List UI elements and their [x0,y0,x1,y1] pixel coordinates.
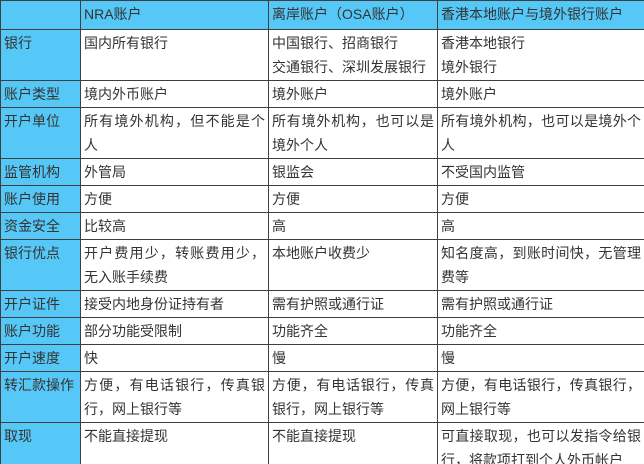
cell-id-documents-hk: 需有护照或通行证 [437,290,644,318]
cell-transfer-operations-nra: 方便，有电话银行，传真银行，网上银行等 [80,371,269,423]
cell-regulator-hk: 不受国内监管 [437,158,644,186]
cell-opening-entity-nra: 所有境外机构，但不能是个人 [80,107,269,159]
table-row-opening-speed: 开户速度 快 慢 慢 [0,344,644,372]
row-label-account-usage: 账户使用 [0,185,81,213]
cell-bank-advantages-hk: 知名度高，到账时间快，无管理费等 [437,239,644,291]
table-row-transfer-operations: 转汇款操作 方便，有电话银行，传真银行，网上银行等 方便，有电话银行，传真银行，… [0,371,644,423]
cell-transfer-operations-hk: 方便，有电话银行，传真银行，网上银行等 [437,371,644,423]
cell-account-usage-nra: 方便 [80,185,269,213]
cell-fund-safety-nra: 比较高 [80,212,269,240]
cell-account-functions-nra: 部分功能受限制 [80,317,269,345]
table-row-cash-withdrawal: 取现 不能直接提现 不能直接提现 可直接取现，也可以发指令给银行，将款项打到个人… [0,422,644,464]
cell-account-type-hk: 境外账户 [437,80,644,108]
row-label-account-functions: 账户功能 [0,317,81,345]
table-row-regulator: 监管机构 外管局 银监会 不受国内监管 [0,158,644,186]
table-row-fund-safety: 资金安全 比较高 高 高 [0,212,644,240]
row-label-opening-speed: 开户速度 [0,344,81,372]
row-label-bank: 银行 [0,29,81,81]
cell-account-type-nra: 境内外币账户 [80,80,269,108]
cell-account-functions-hk: 功能齐全 [437,317,644,345]
cell-opening-speed-nra: 快 [80,344,269,372]
cell-opening-speed-osa: 慢 [268,344,438,372]
column-header-nra: NRA账户 [80,0,269,30]
row-label-opening-entity: 开户单位 [0,107,81,159]
cell-opening-speed-hk: 慢 [437,344,644,372]
cell-regulator-nra: 外管局 [80,158,269,186]
corner-cell [0,0,81,30]
cell-regulator-osa: 银监会 [268,158,438,186]
cell-bank-osa: 中国银行、招商银行 交通银行、深圳发展银行 [268,29,438,81]
cell-account-usage-osa: 方便 [268,185,438,213]
cell-opening-entity-hk: 所有境外机构，也可以是境外个人 [437,107,644,159]
cell-cash-withdrawal-nra: 不能直接提现 [80,422,269,464]
cell-cash-withdrawal-hk: 可直接取现，也可以发指令给银行，将款项打到个人外币帐户 [437,422,644,464]
cell-bank-hk: 香港本地银行 境外银行 [437,29,644,81]
cell-id-documents-osa: 需有护照或通行证 [268,290,438,318]
cell-cash-withdrawal-osa: 不能直接提现 [268,422,438,464]
cell-fund-safety-hk: 高 [437,212,644,240]
row-label-bank-advantages: 银行优点 [0,239,81,291]
row-label-account-type: 账户类型 [0,80,81,108]
row-label-cash-withdrawal: 取现 [0,422,81,464]
table-row-account-usage: 账户使用 方便 方便 方便 [0,185,644,213]
column-header-osa: 离岸账户（OSA账户） [268,0,438,30]
cell-bank-nra: 国内所有银行 [80,29,269,81]
cell-fund-safety-osa: 高 [268,212,438,240]
cell-account-type-osa: 境外账户 [268,80,438,108]
table-row-account-functions: 账户功能 部分功能受限制 功能齐全 功能齐全 [0,317,644,345]
cell-bank-advantages-osa: 本地账户收费少 [268,239,438,291]
table-header-row: NRA账户 离岸账户（OSA账户） 香港本地账户与境外银行账户 [0,0,644,30]
table-row-bank-advantages: 银行优点 开户费用少，转账费用少，无入账手续费 本地账户收费少 知名度高，到账时… [0,239,644,291]
cell-opening-entity-osa: 所有境外机构，也可以是境外个人 [268,107,438,159]
row-label-id-documents: 开户证件 [0,290,81,318]
table-row-bank: 银行 国内所有银行 中国银行、招商银行 交通银行、深圳发展银行 香港本地银行 境… [0,29,644,81]
table-row-id-documents: 开户证件 接受内地身份证持有者 需有护照或通行证 需有护照或通行证 [0,290,644,318]
cell-id-documents-nra: 接受内地身份证持有者 [80,290,269,318]
column-header-hk-overseas: 香港本地账户与境外银行账户 [437,0,644,30]
row-label-regulator: 监管机构 [0,158,81,186]
table-row-opening-entity: 开户单位 所有境外机构，但不能是个人 所有境外机构，也可以是境外个人 所有境外机… [0,107,644,159]
cell-transfer-operations-osa: 方便，有电话银行，传真银行，网上银行等 [268,371,438,423]
cell-account-functions-osa: 功能齐全 [268,317,438,345]
cell-bank-advantages-nra: 开户费用少，转账费用少，无入账手续费 [80,239,269,291]
cell-account-usage-hk: 方便 [437,185,644,213]
row-label-transfer-operations: 转汇款操作 [0,371,81,423]
row-label-fund-safety: 资金安全 [0,212,81,240]
table-row-account-type: 账户类型 境内外币账户 境外账户 境外账户 [0,80,644,108]
